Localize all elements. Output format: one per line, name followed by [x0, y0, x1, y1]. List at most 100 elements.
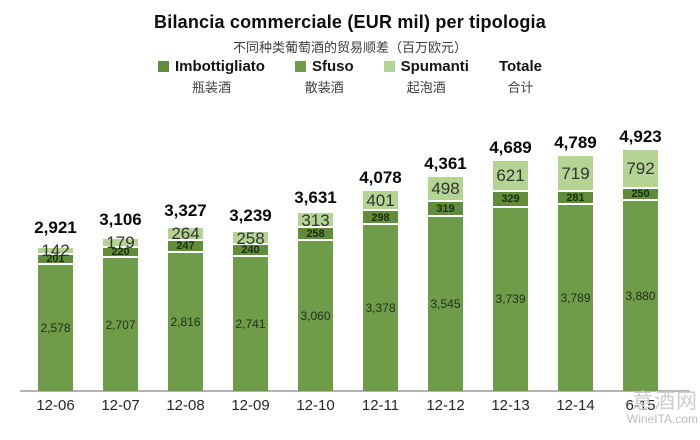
value-label-spumanti: 498 — [431, 179, 460, 199]
total-label: 4,923 — [619, 126, 662, 146]
bar-segment-imbottigliato — [233, 256, 268, 391]
x-axis-label: 12-11 — [361, 397, 400, 414]
bar-segment-spumanti — [363, 191, 398, 209]
bar-segment-imbottigliato — [363, 225, 398, 391]
legend-label: Sfuso — [311, 58, 354, 75]
bar-segment-spumanti — [558, 156, 593, 190]
bar-segment-imbottigliato — [428, 217, 463, 391]
value-label-sfuso: 281 — [566, 191, 585, 204]
bar-segment-spumanti — [493, 161, 528, 190]
x-axis-label: 12-14 — [556, 397, 595, 414]
bar-segment-sfuso — [623, 188, 658, 199]
legend-label: Imbottigliato — [174, 58, 265, 75]
bar-segment-imbottigliato — [493, 207, 528, 391]
value-label-imbottigliato: 3,880 — [625, 288, 656, 303]
legend-entry: Spumanti — [383, 58, 469, 75]
bar-segment-sfuso — [428, 201, 463, 216]
value-label-spumanti: 621 — [496, 166, 525, 186]
value-label-spumanti: 258 — [236, 228, 265, 248]
legend-label-zh: 散装酒 — [304, 80, 344, 95]
value-label-sfuso: 258 — [306, 228, 325, 241]
value-label-spumanti: 792 — [626, 159, 655, 179]
total-label: 4,689 — [489, 138, 532, 158]
legend-label-zh: 合计 — [507, 80, 534, 95]
bar-segment-sfuso — [298, 228, 333, 240]
x-axis-label: 12-07 — [101, 397, 140, 414]
total-label: 3,239 — [229, 205, 272, 225]
bar-segment-sfuso — [103, 247, 138, 257]
value-label-spumanti: 179 — [106, 233, 135, 253]
x-axis-label: 12-10 — [296, 397, 335, 414]
legend-label-zh: 瓶装酒 — [191, 80, 231, 95]
bar-segment-sfuso — [363, 210, 398, 224]
value-label-sfuso: 240 — [241, 244, 260, 257]
value-label-spumanti: 264 — [171, 224, 200, 244]
bar-segment-spumanti — [38, 247, 73, 253]
bar-segment-spumanti — [168, 227, 203, 239]
bar-segment-spumanti — [298, 213, 333, 227]
legend: Imbottigliato 瓶装酒 Sfuso 散装酒 Spumanti 起泡酒 Total… — [0, 58, 700, 96]
legend-swatch-spumanti-icon — [383, 61, 395, 72]
value-label-sfuso: 250 — [631, 188, 650, 201]
bar-segment-imbottigliato — [298, 241, 333, 391]
total-label: 4,361 — [424, 154, 467, 174]
legend-entry: Sfuso — [294, 58, 354, 75]
total-label: 4,789 — [554, 133, 597, 153]
value-label-spumanti: 401 — [366, 191, 395, 211]
bar-segment-spumanti — [428, 177, 463, 200]
x-axis-label: 12-08 — [166, 397, 205, 414]
legend-swatch-imbottigliato-icon — [157, 61, 169, 72]
value-label-imbottigliato: 3,378 — [365, 301, 396, 316]
value-label-sfuso: 201 — [46, 253, 65, 266]
x-axis-line — [20, 390, 690, 392]
legend-item-imbottigliato: Imbottigliato 瓶装酒 — [157, 58, 265, 96]
value-label-sfuso: 329 — [501, 193, 520, 206]
value-label-imbottigliato: 2,741 — [235, 316, 266, 331]
chart-subtitle-zh: 不同种类葡萄酒的贸易顺差（百万欧元） — [232, 40, 467, 55]
bar-segment-sfuso — [38, 254, 73, 263]
value-label-imbottigliato: 2,578 — [40, 320, 71, 335]
bar-segment-imbottigliato — [103, 258, 138, 391]
total-label: 2,921 — [34, 218, 77, 238]
bar-segment-spumanti — [103, 238, 138, 246]
total-label: 3,631 — [294, 187, 337, 207]
value-label-imbottigliato: 3,060 — [300, 309, 331, 324]
bar-segment-sfuso — [493, 191, 528, 206]
bar-segment-imbottigliato — [623, 200, 658, 391]
value-label-spumanti: 313 — [301, 210, 330, 230]
value-label-spumanti: 142 — [41, 241, 70, 261]
value-label-sfuso: 298 — [371, 211, 390, 224]
total-label: 4,078 — [359, 168, 402, 188]
x-axis-label: 12-13 — [491, 397, 530, 414]
legend-label: Spumanti — [400, 58, 469, 75]
x-axis-label: 6-15 — [625, 397, 656, 414]
legend-label-zh: 起泡酒 — [406, 80, 446, 95]
legend-entry: Totale — [499, 58, 542, 75]
x-axis-label: 12-06 — [36, 397, 75, 414]
value-label-imbottigliato: 3,739 — [495, 292, 526, 307]
total-label: 3,327 — [164, 201, 207, 221]
value-label-sfuso: 247 — [176, 240, 195, 253]
bar-segment-imbottigliato — [558, 205, 593, 391]
bar-segment-sfuso — [168, 240, 203, 251]
value-label-spumanti: 719 — [561, 163, 590, 183]
legend-item-totale: Totale 合计 — [499, 58, 542, 96]
bar-segment-imbottigliato — [38, 264, 73, 391]
value-label-imbottigliato: 2,816 — [170, 315, 201, 329]
chart-title: Bilancia commerciale (EUR mil) per tipol… — [154, 12, 546, 32]
value-label-imbottigliato: 3,545 — [430, 297, 461, 312]
x-axis-label: 12-09 — [231, 397, 270, 414]
value-label-sfuso: 319 — [436, 202, 455, 215]
bar-segment-sfuso — [558, 191, 593, 204]
bar-segment-spumanti — [623, 149, 658, 187]
legend-label: Totale — [498, 58, 543, 75]
value-label-sfuso: 220 — [111, 246, 130, 259]
bar-segment-spumanti — [233, 232, 268, 243]
value-label-imbottigliato: 3,789 — [560, 291, 591, 306]
x-axis-label: 12-12 — [426, 397, 465, 414]
legend-item-spumanti: Spumanti 起泡酒 — [383, 58, 469, 96]
legend-entry: Imbottigliato — [157, 58, 265, 75]
legend-swatch-sfuso-icon — [294, 61, 306, 72]
